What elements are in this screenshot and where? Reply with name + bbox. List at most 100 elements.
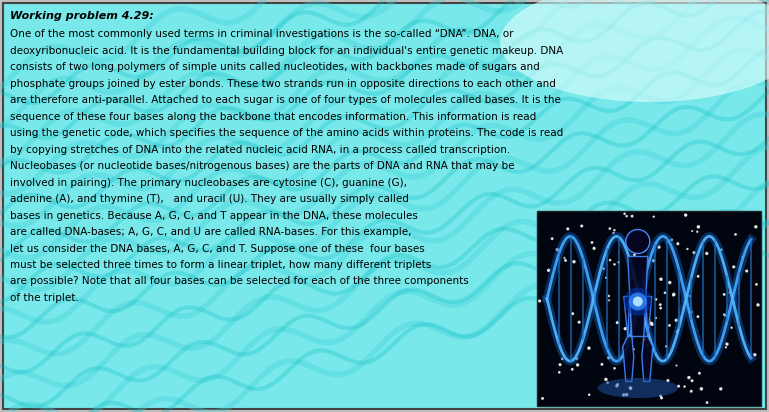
Point (601, 379, 614, 386)
Point (554, 361, 566, 368)
Point (654, 302, 667, 308)
Point (600, 274, 612, 281)
Point (628, 346, 640, 353)
Point (662, 377, 674, 384)
Point (670, 317, 682, 323)
Text: let us consider the DNA bases, A, G, C, and T. Suppose one of these  four bases: let us consider the DNA bases, A, G, C, … (10, 243, 424, 253)
Text: deoxyribonucleic acid. It is the fundamental building block for an individual's : deoxyribonucleic acid. It is the fundame… (10, 45, 563, 56)
Text: phosphate groups joined by ester bonds. These two strands run in opposite direct: phosphate groups joined by ester bonds. … (10, 79, 556, 89)
Point (653, 244, 665, 250)
Point (611, 319, 624, 326)
Point (672, 383, 684, 389)
Point (678, 383, 691, 390)
Point (719, 312, 731, 319)
Point (618, 211, 631, 217)
Point (561, 226, 574, 232)
Point (608, 261, 621, 268)
Point (571, 362, 584, 368)
Point (573, 319, 585, 325)
Text: adenine (A), and thymine (T),   and uracil (U). They are usually simply called: adenine (A), and thymine (T), and uracil… (10, 194, 409, 204)
Point (643, 316, 655, 323)
Text: are possible? Note that all four bases can be selected for each of the three com: are possible? Note that all four bases c… (10, 276, 469, 286)
Point (629, 286, 641, 293)
Text: sequence of these four bases along the backbone that encodes information. This i: sequence of these four bases along the b… (10, 112, 536, 122)
Point (553, 369, 565, 376)
Point (646, 321, 658, 328)
Point (647, 258, 660, 264)
Point (691, 228, 704, 235)
Point (701, 250, 713, 257)
Point (751, 281, 763, 288)
Polygon shape (623, 257, 653, 382)
Point (596, 361, 608, 368)
Point (537, 395, 549, 402)
Point (624, 385, 637, 392)
Point (665, 236, 677, 243)
Text: are therefore anti-parallel. Attached to each sugar is one of four types of mole: are therefore anti-parallel. Attached to… (10, 95, 561, 105)
Point (621, 391, 633, 398)
Point (686, 377, 698, 384)
Text: involved in pairing). The primary nucleobases are cytosine (C), guanine (G),: involved in pairing). The primary nucleo… (10, 178, 407, 187)
Text: are called DNA-bases; A, G, C, and U are called RNA-bases. For this example,: are called DNA-bases; A, G, C, and U are… (10, 227, 411, 237)
Point (724, 289, 736, 296)
Point (603, 355, 615, 361)
Point (681, 246, 694, 252)
Point (692, 273, 704, 280)
Point (752, 302, 764, 308)
Circle shape (624, 288, 652, 316)
Point (680, 212, 692, 218)
Point (583, 345, 595, 351)
Circle shape (629, 293, 647, 311)
Point (718, 291, 731, 298)
Point (587, 295, 599, 302)
Point (715, 246, 727, 253)
Point (559, 257, 571, 264)
Point (721, 341, 733, 347)
Point (718, 311, 731, 318)
Point (567, 310, 579, 317)
Point (685, 388, 697, 395)
Point (692, 224, 704, 230)
Point (583, 391, 595, 398)
Text: bases in genetics. Because A, G, C, and T appear in the DNA, these molecules: bases in genetics. Because A, G, C, and … (10, 211, 418, 220)
Point (627, 274, 639, 280)
Point (654, 393, 667, 399)
Point (611, 382, 623, 389)
Point (654, 305, 667, 311)
Text: Working problem 4.29:: Working problem 4.29: (10, 11, 154, 21)
Point (684, 293, 696, 300)
Point (638, 246, 651, 253)
Point (667, 291, 680, 297)
Circle shape (633, 297, 643, 307)
Point (667, 292, 680, 299)
Point (650, 315, 662, 321)
Point (546, 235, 558, 242)
Point (645, 320, 657, 326)
Point (598, 265, 610, 272)
Point (628, 252, 641, 258)
Point (750, 224, 762, 230)
Point (641, 342, 654, 349)
Point (603, 293, 615, 299)
Text: using the genetic code, which specifies the sequence of the amino acids within p: using the genetic code, which specifies … (10, 128, 563, 138)
Point (619, 325, 631, 332)
Bar (537, 211, 761, 406)
Point (693, 370, 705, 377)
Point (660, 343, 672, 350)
Point (566, 366, 578, 372)
Ellipse shape (598, 378, 677, 398)
Point (611, 381, 624, 388)
Point (626, 213, 638, 220)
Circle shape (626, 229, 650, 253)
Point (695, 386, 707, 392)
Point (655, 395, 667, 401)
Point (556, 356, 568, 362)
Point (680, 293, 692, 300)
Text: Nucleobases (or nucleotide bases/nitrogenous bases) are the parts of DNA and RNA: Nucleobases (or nucleotide bases/nitroge… (10, 161, 514, 171)
Point (671, 362, 683, 369)
Point (568, 258, 580, 265)
Point (671, 328, 683, 335)
Point (621, 339, 633, 346)
Point (748, 351, 761, 358)
Point (647, 213, 660, 220)
